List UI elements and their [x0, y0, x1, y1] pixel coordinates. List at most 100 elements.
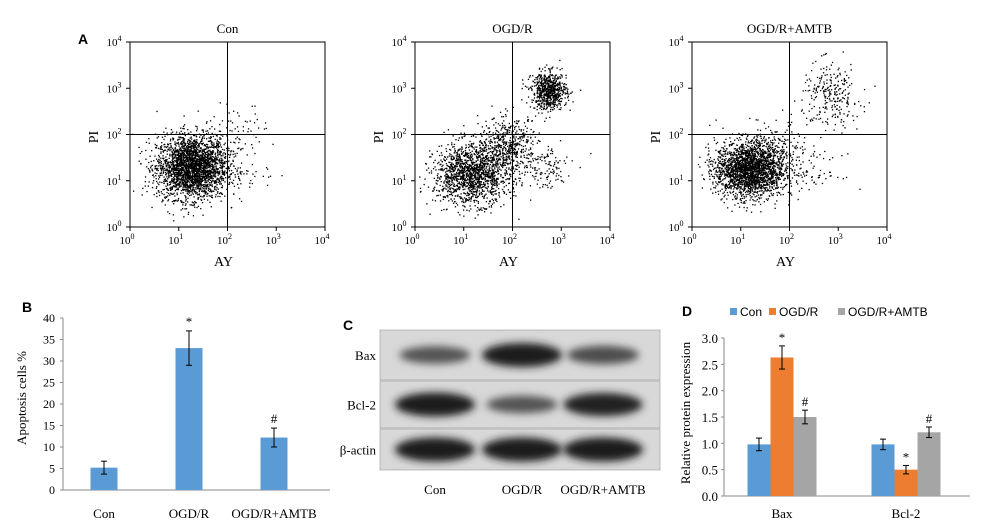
y-tick-label: 101 [392, 173, 407, 188]
blot-row-3: β-actin [340, 428, 661, 471]
y-tick-label: 104 [392, 34, 407, 49]
blot-row-label: Bcl-2 [347, 398, 376, 413]
western-blot: Bax Bcl-2 β-actin Con OGD/R OGD/R+AMTB [340, 329, 661, 497]
chart-b-y-tick-label: 20 [43, 397, 55, 411]
x-tick-label: 100 [120, 232, 135, 247]
x-tick-label: 100 [405, 232, 420, 247]
chart-b-category-label: OGD/R+AMTB [231, 506, 317, 521]
scatter-points [419, 59, 592, 220]
chart-b-category-label: OGD/R [169, 506, 210, 521]
scatter-points [697, 51, 876, 213]
y-tick-label: 101 [107, 173, 122, 188]
flow-plot-title: OGD/R [492, 21, 533, 36]
chart-b-y-tick-label: 0 [49, 483, 55, 497]
chart-d-y-tick-label: 0.5 [702, 463, 718, 478]
scatter-points [131, 102, 283, 222]
chart-d-bar-2-3 [917, 432, 941, 496]
y-tick-label: 102 [392, 127, 407, 142]
legend-swatch [838, 308, 845, 315]
y-tick-label: 100 [392, 219, 407, 234]
x-tick-label: 103 [551, 232, 566, 247]
blot-band [482, 343, 562, 367]
x-tick-label: 101 [730, 232, 745, 247]
chart-b-significance-mark: * [186, 314, 193, 329]
y-tick-label: 103 [107, 80, 122, 95]
chart-d-significance-mark: * [903, 449, 910, 464]
panel-d-label: D [682, 303, 692, 319]
chart-b-y-tick-label: 25 [43, 376, 55, 390]
legend-label: OGD/R+AMTB [848, 305, 928, 319]
chart-b-significance-mark: # [271, 411, 278, 426]
y-tick-label: 104 [669, 34, 684, 49]
chart-d-significance-mark: * [779, 330, 786, 345]
chart-d-category-label: Bax [772, 506, 793, 521]
chart-d-y-tick-label: 2.5 [702, 357, 718, 372]
y-tick-label: 103 [669, 80, 684, 95]
chart-b-y-tick-label: 30 [43, 354, 55, 368]
chart-d-y-tick-label: 2.0 [702, 384, 718, 399]
chart-d-y-tick-label: 1.0 [702, 436, 718, 451]
apoptosis-bar-chart: Apoptosis cells % 0 5 10 15 20 25 30 35 40 Con * OG… [14, 311, 330, 521]
flow-plot-ylabel: PI [649, 130, 664, 143]
x-tick-label: 102 [502, 232, 517, 247]
flow-plot-xlabel: AY [776, 255, 795, 270]
chart-b-y-tick-label: 40 [43, 311, 55, 325]
blot-band [395, 437, 475, 462]
x-tick-label: 101 [453, 232, 468, 247]
chart-d-bar-1-2 [770, 357, 794, 496]
y-tick-label: 104 [107, 34, 122, 49]
blot-band [486, 395, 558, 414]
chart-b-category-label: Con [93, 506, 115, 521]
chart-d-bar-2-2 [894, 469, 918, 496]
chart-d-y-tick-label: 0.0 [702, 489, 718, 504]
y-tick-label: 101 [669, 173, 684, 188]
chart-d-legend: Con OGD/R OGD/R+AMTB [730, 305, 928, 319]
y-tick-label: 103 [392, 80, 407, 95]
blot-row-label: β-actin [340, 443, 377, 458]
blot-band [395, 392, 475, 417]
y-tick-label: 100 [107, 219, 122, 234]
blot-lane-label: OGD/R [502, 482, 543, 497]
flow-plot-ylabel: PI [372, 130, 387, 143]
chart-b-y-tick-label: 15 [43, 419, 55, 433]
chart-b-bar-2 [175, 348, 203, 490]
chart-b-y-tick-label: 10 [43, 440, 55, 454]
blot-row-label: Bax [355, 348, 376, 363]
flow-plot-title: Con [217, 21, 239, 36]
blot-lane-label: Con [424, 482, 446, 497]
chart-d-significance-mark: # [802, 394, 809, 409]
x-tick-label: 103 [266, 232, 281, 247]
chart-b-bar-1 [90, 467, 118, 490]
legend-label: OGD/R [779, 305, 819, 319]
panel-a-label: A [78, 31, 88, 47]
x-tick-label: 104 [877, 232, 892, 247]
y-tick-label: 102 [107, 127, 122, 142]
chart-d-bar-1-1 [747, 444, 771, 496]
legend-swatch [769, 308, 776, 315]
x-tick-label: 102 [217, 232, 232, 247]
x-tick-label: 103 [828, 232, 843, 247]
blot-band [563, 437, 643, 462]
blot-band [399, 346, 471, 364]
blot-band [567, 345, 639, 365]
chart-d-y-tick-label: 3.0 [702, 331, 718, 346]
chart-d-category-label: Bcl-2 [892, 506, 921, 521]
chart-b-y-tick-label: 35 [43, 333, 55, 347]
chart-b-y-tick-label: 5 [49, 462, 55, 476]
y-tick-label: 102 [669, 127, 684, 142]
blot-band [563, 392, 643, 417]
flow-plot-title: OGD/R+AMTB [747, 21, 833, 36]
x-tick-label: 104 [315, 232, 330, 247]
chart-d-bar-2-1 [871, 444, 895, 496]
panel-c-label: C [343, 317, 353, 333]
legend-label: Con [740, 305, 762, 319]
flow-cytometry-plots: Con100100101101102102103103104104AYPIOGD… [87, 21, 892, 270]
blot-band [482, 437, 562, 462]
y-tick-label: 100 [669, 219, 684, 234]
chart-b-ylabel: Apoptosis cells % [14, 351, 29, 445]
x-tick-label: 100 [682, 232, 697, 247]
